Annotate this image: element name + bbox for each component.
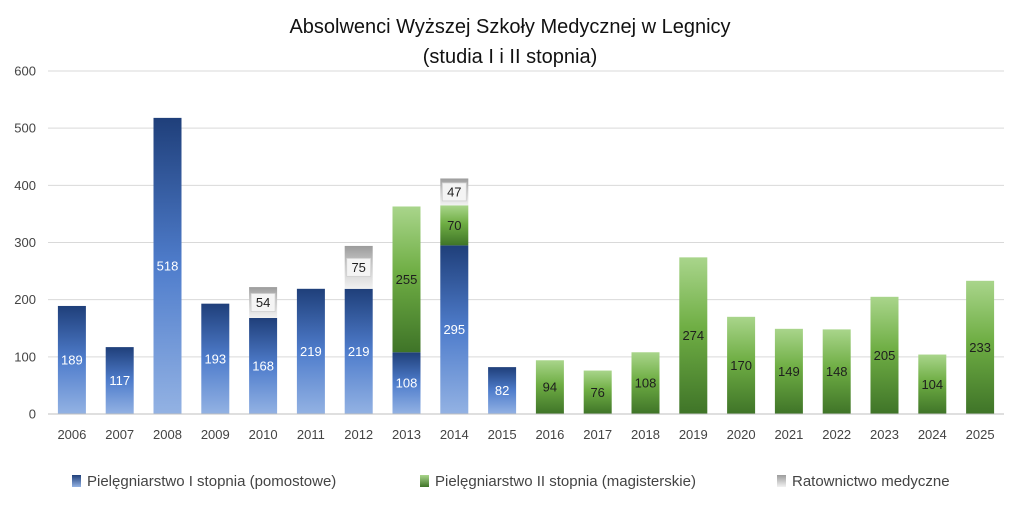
data-label: 274 bbox=[682, 328, 704, 343]
data-label: 82 bbox=[495, 383, 509, 398]
legend-item-ratownictwo: Ratownictwo medyczne bbox=[777, 470, 950, 492]
x-tick-label: 2013 bbox=[392, 427, 421, 442]
data-label-box bbox=[250, 293, 276, 312]
x-tick-label: 2010 bbox=[249, 427, 278, 442]
x-tick-label: 2020 bbox=[727, 427, 756, 442]
data-label: 117 bbox=[109, 373, 130, 388]
x-tick-label: 2023 bbox=[870, 427, 899, 442]
x-tick-label: 2019 bbox=[679, 427, 708, 442]
x-tick-label: 2015 bbox=[488, 427, 517, 442]
data-label: 219 bbox=[348, 344, 370, 359]
data-label: 47 bbox=[447, 184, 461, 199]
data-label: 219 bbox=[300, 344, 322, 359]
bar-segment bbox=[918, 354, 947, 414]
y-tick-label: 0 bbox=[29, 407, 36, 422]
data-label: 518 bbox=[157, 258, 179, 273]
y-tick-label: 400 bbox=[14, 178, 36, 193]
chart-title-line2: (studia I i II stopnia) bbox=[422, 46, 598, 68]
bar-segment bbox=[631, 352, 660, 414]
x-tick-label: 2016 bbox=[535, 427, 564, 442]
legend-swatch-blue bbox=[72, 475, 81, 487]
data-label: 295 bbox=[443, 322, 465, 337]
data-label: 148 bbox=[826, 364, 848, 379]
bar-segment bbox=[583, 370, 612, 414]
bar-segment bbox=[440, 245, 469, 414]
x-tick-label: 2022 bbox=[822, 427, 851, 442]
data-label: 233 bbox=[969, 340, 991, 355]
data-label: 108 bbox=[635, 376, 657, 391]
x-tick-label: 2014 bbox=[440, 427, 469, 442]
data-label: 149 bbox=[778, 364, 800, 379]
bar-segment bbox=[153, 117, 182, 415]
legend-swatch-green bbox=[420, 475, 429, 487]
data-label: 76 bbox=[590, 385, 604, 400]
y-tick-label: 600 bbox=[14, 64, 36, 79]
x-tick-label: 2018 bbox=[631, 427, 660, 442]
x-tick-label: 2021 bbox=[774, 427, 803, 442]
data-label-box bbox=[441, 182, 467, 202]
data-label: 255 bbox=[396, 272, 418, 287]
bar-segment bbox=[105, 347, 134, 414]
bar-segment bbox=[822, 329, 851, 414]
bar-segment bbox=[774, 328, 803, 414]
data-label: 104 bbox=[921, 377, 943, 392]
chart-title-line1: Absolwenci Wyższej Szkoły Medycznej w Le… bbox=[289, 16, 731, 38]
data-label: 189 bbox=[61, 352, 83, 367]
data-label: 168 bbox=[252, 358, 274, 373]
x-tick-label: 2007 bbox=[105, 427, 134, 442]
y-tick-label: 300 bbox=[14, 235, 36, 250]
bar-segment bbox=[392, 206, 421, 353]
legend-label: Ratownictwo medyczne bbox=[792, 472, 950, 490]
bar-segment bbox=[966, 280, 995, 414]
data-label: 70 bbox=[447, 218, 461, 233]
bar-segment bbox=[249, 317, 278, 414]
bar-segment bbox=[57, 305, 86, 414]
bar-segment bbox=[727, 316, 756, 414]
bar-segment bbox=[296, 288, 325, 414]
x-tick-label: 2012 bbox=[344, 427, 373, 442]
legend-label: Pielęgniarstwo I stopnia (pomostowe) bbox=[87, 472, 337, 490]
legend-item-pielegniarstwo-ii: Pielęgniarstwo II stopnia (magisterskie) bbox=[420, 470, 696, 492]
y-tick-label: 500 bbox=[14, 121, 36, 136]
data-label: 75 bbox=[351, 260, 365, 275]
bar-segment bbox=[344, 288, 373, 414]
data-label: 108 bbox=[396, 376, 418, 391]
data-label-box bbox=[346, 257, 372, 277]
bar-segment bbox=[392, 352, 421, 414]
data-label: 193 bbox=[204, 351, 226, 366]
bar-segment bbox=[440, 205, 469, 246]
bar-segment bbox=[870, 296, 899, 414]
x-tick-label: 2008 bbox=[153, 427, 182, 442]
data-label: 205 bbox=[874, 348, 896, 363]
y-tick-label: 200 bbox=[14, 292, 36, 307]
bar-segment bbox=[488, 367, 517, 414]
data-label: 170 bbox=[730, 358, 752, 373]
chart-title: Absolwenci Wyższej Szkoły Medycznej w Le… bbox=[0, 12, 1013, 72]
legend-swatch-gray bbox=[777, 475, 786, 487]
legend: Pielęgniarstwo I stopnia (pomostowe) Pie… bbox=[0, 470, 1013, 492]
x-tick-label: 2017 bbox=[583, 427, 612, 442]
bar-segment bbox=[201, 303, 230, 414]
x-tick-label: 2006 bbox=[57, 427, 86, 442]
data-label: 94 bbox=[543, 380, 557, 395]
bar-segment bbox=[535, 360, 564, 414]
data-label: 54 bbox=[256, 295, 270, 310]
bar-segment bbox=[679, 257, 708, 414]
legend-item-pielegniarstwo-i: Pielęgniarstwo I stopnia (pomostowe) bbox=[72, 470, 336, 492]
x-tick-label: 2024 bbox=[918, 427, 947, 442]
legend-label: Pielęgniarstwo II stopnia (magisterskie) bbox=[435, 472, 696, 490]
x-tick-label: 2011 bbox=[297, 427, 325, 442]
x-tick-label: 2009 bbox=[201, 427, 230, 442]
x-tick-label: 2025 bbox=[966, 427, 995, 442]
y-tick-label: 100 bbox=[14, 349, 36, 364]
